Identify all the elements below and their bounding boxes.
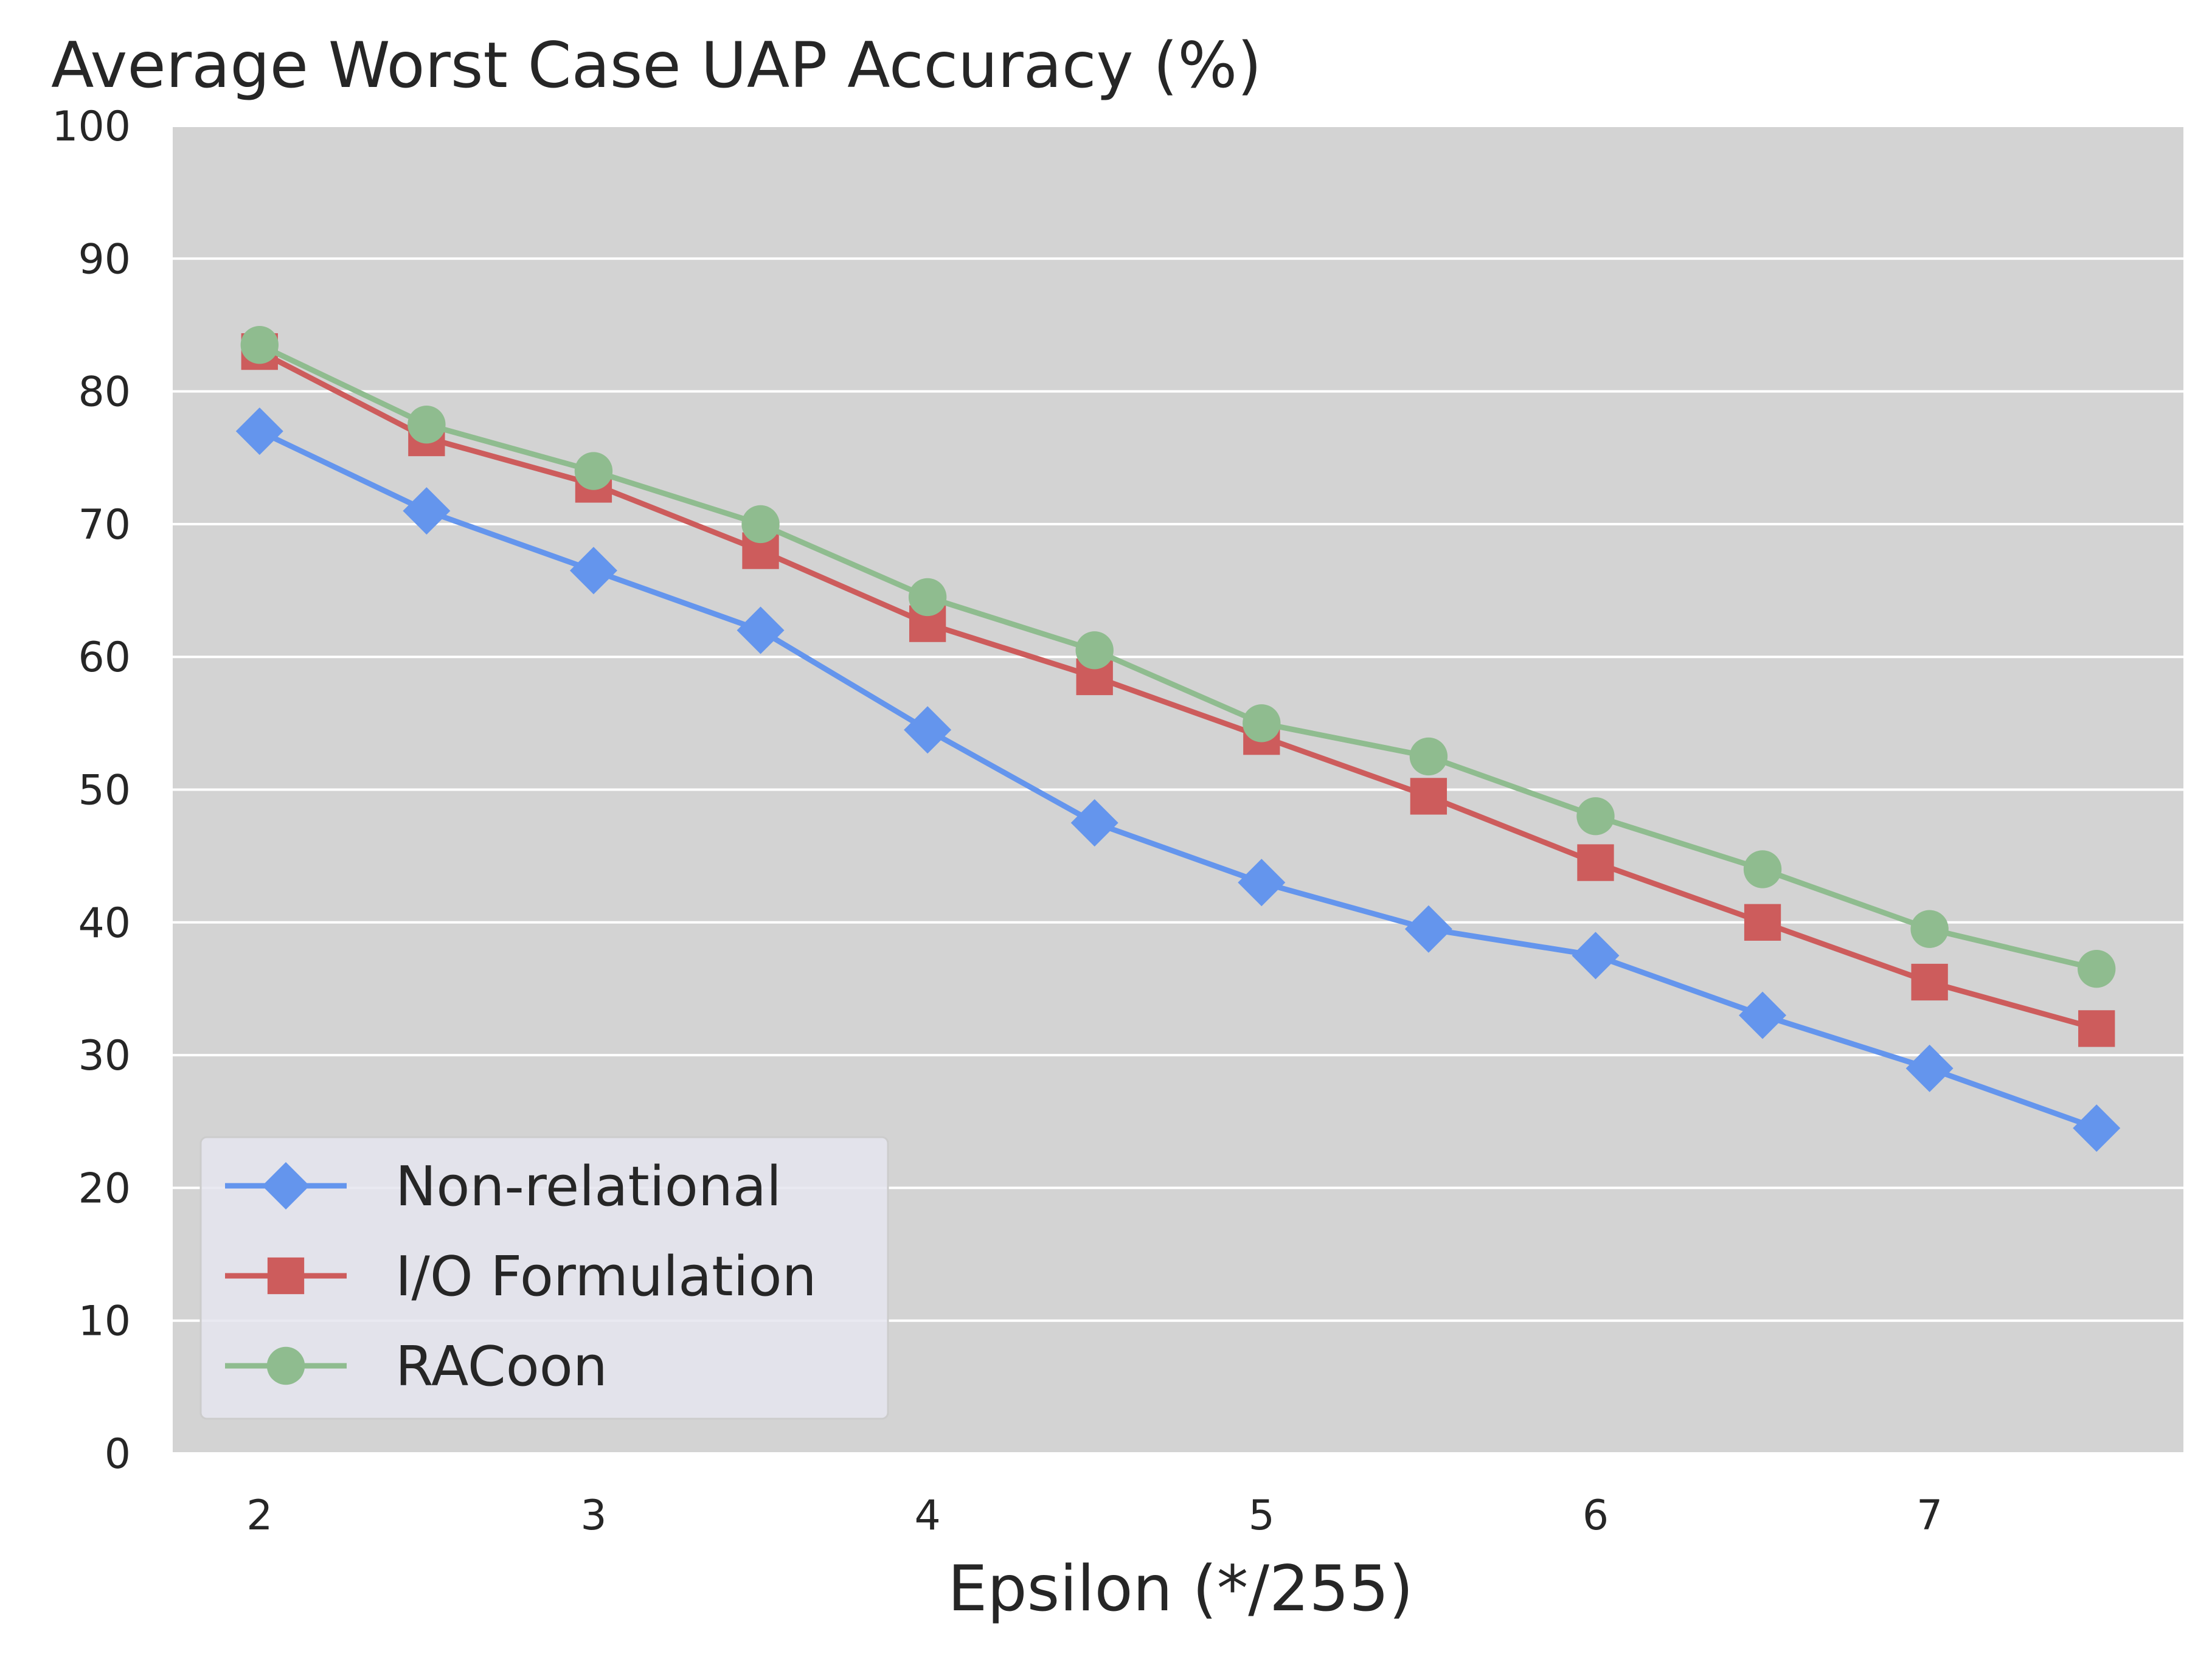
data-point	[1410, 778, 1448, 815]
x-axis-label: Epsilon (*/255)	[948, 1552, 1413, 1625]
data-point	[1905, 1044, 1954, 1092]
data-point	[1572, 932, 1620, 980]
data-point	[1910, 910, 1949, 948]
data-point	[1075, 631, 1114, 670]
data-point	[1577, 844, 1614, 881]
series-layer	[235, 325, 2121, 1152]
x-tick-label: 6	[1583, 1492, 1609, 1540]
y-tick-label: 70	[78, 501, 131, 549]
legend-label: I/O Formulation	[395, 1245, 817, 1309]
legend-marker	[262, 1162, 310, 1210]
legend-label: RACoon	[395, 1335, 608, 1399]
y-tick-label: 0	[105, 1430, 131, 1478]
data-point	[1911, 963, 1948, 1001]
legend-marker	[267, 1257, 305, 1295]
data-point	[1409, 737, 1448, 776]
y-tick-label: 100	[52, 103, 131, 151]
x-tick-label: 5	[1249, 1492, 1275, 1540]
legend[interactable]: Non-relational I/O Formulation RACoon	[199, 1136, 889, 1420]
y-tick-label: 30	[78, 1032, 131, 1080]
y-tick-label: 10	[78, 1298, 131, 1346]
data-point	[240, 325, 279, 364]
data-point	[737, 606, 785, 654]
x-tick-label: 2	[246, 1492, 272, 1540]
y-tick-label: 90	[78, 235, 131, 283]
series-line	[257, 342, 2099, 972]
y-tick-label: 20	[78, 1165, 131, 1213]
y-tick-label: 50	[78, 767, 131, 815]
data-point	[2073, 1104, 2121, 1152]
data-point	[2078, 1010, 2115, 1047]
data-point	[235, 407, 283, 455]
x-tick-label: 3	[580, 1492, 606, 1540]
data-point	[1238, 859, 1286, 907]
y-tick-label: 40	[78, 899, 131, 947]
data-point	[403, 487, 451, 535]
legend-item[interactable]: RACoon	[225, 1335, 608, 1399]
series-racoon	[240, 325, 2116, 988]
data-point	[1243, 704, 1281, 742]
legend-box	[199, 1136, 889, 1420]
legend-label: Non-relational	[395, 1155, 782, 1219]
legend-marker	[266, 1346, 305, 1385]
chart-title: Average Worst Case UAP Accuracy (%)	[51, 29, 1261, 102]
data-point	[904, 706, 952, 754]
data-point	[1576, 797, 1615, 836]
data-point	[1404, 905, 1452, 953]
data-point	[407, 405, 446, 444]
series-line	[257, 428, 2099, 1131]
series-non-relational	[235, 407, 2121, 1152]
y-tick-label: 60	[78, 634, 131, 682]
axes: 0 10 20 30 40 50 60 70 80 90 100 2 3 4 5 6 7	[52, 103, 1943, 1540]
data-point	[569, 547, 617, 595]
y-tick-label: 80	[78, 369, 131, 417]
data-point	[1739, 991, 1787, 1039]
data-point	[1744, 904, 1781, 941]
data-point	[1070, 799, 1118, 847]
legend-item[interactable]: Non-relational	[225, 1155, 782, 1219]
x-tick-label: 7	[1916, 1492, 1943, 1540]
data-point	[908, 578, 947, 617]
data-point	[1743, 850, 1782, 888]
data-point	[741, 505, 780, 544]
data-point	[2078, 950, 2116, 988]
data-point	[574, 452, 613, 490]
legend-item[interactable]: I/O Formulation	[225, 1245, 817, 1309]
grid-lines	[173, 125, 2183, 1455]
x-tick-label: 4	[914, 1492, 940, 1540]
series-line	[257, 348, 2099, 1031]
